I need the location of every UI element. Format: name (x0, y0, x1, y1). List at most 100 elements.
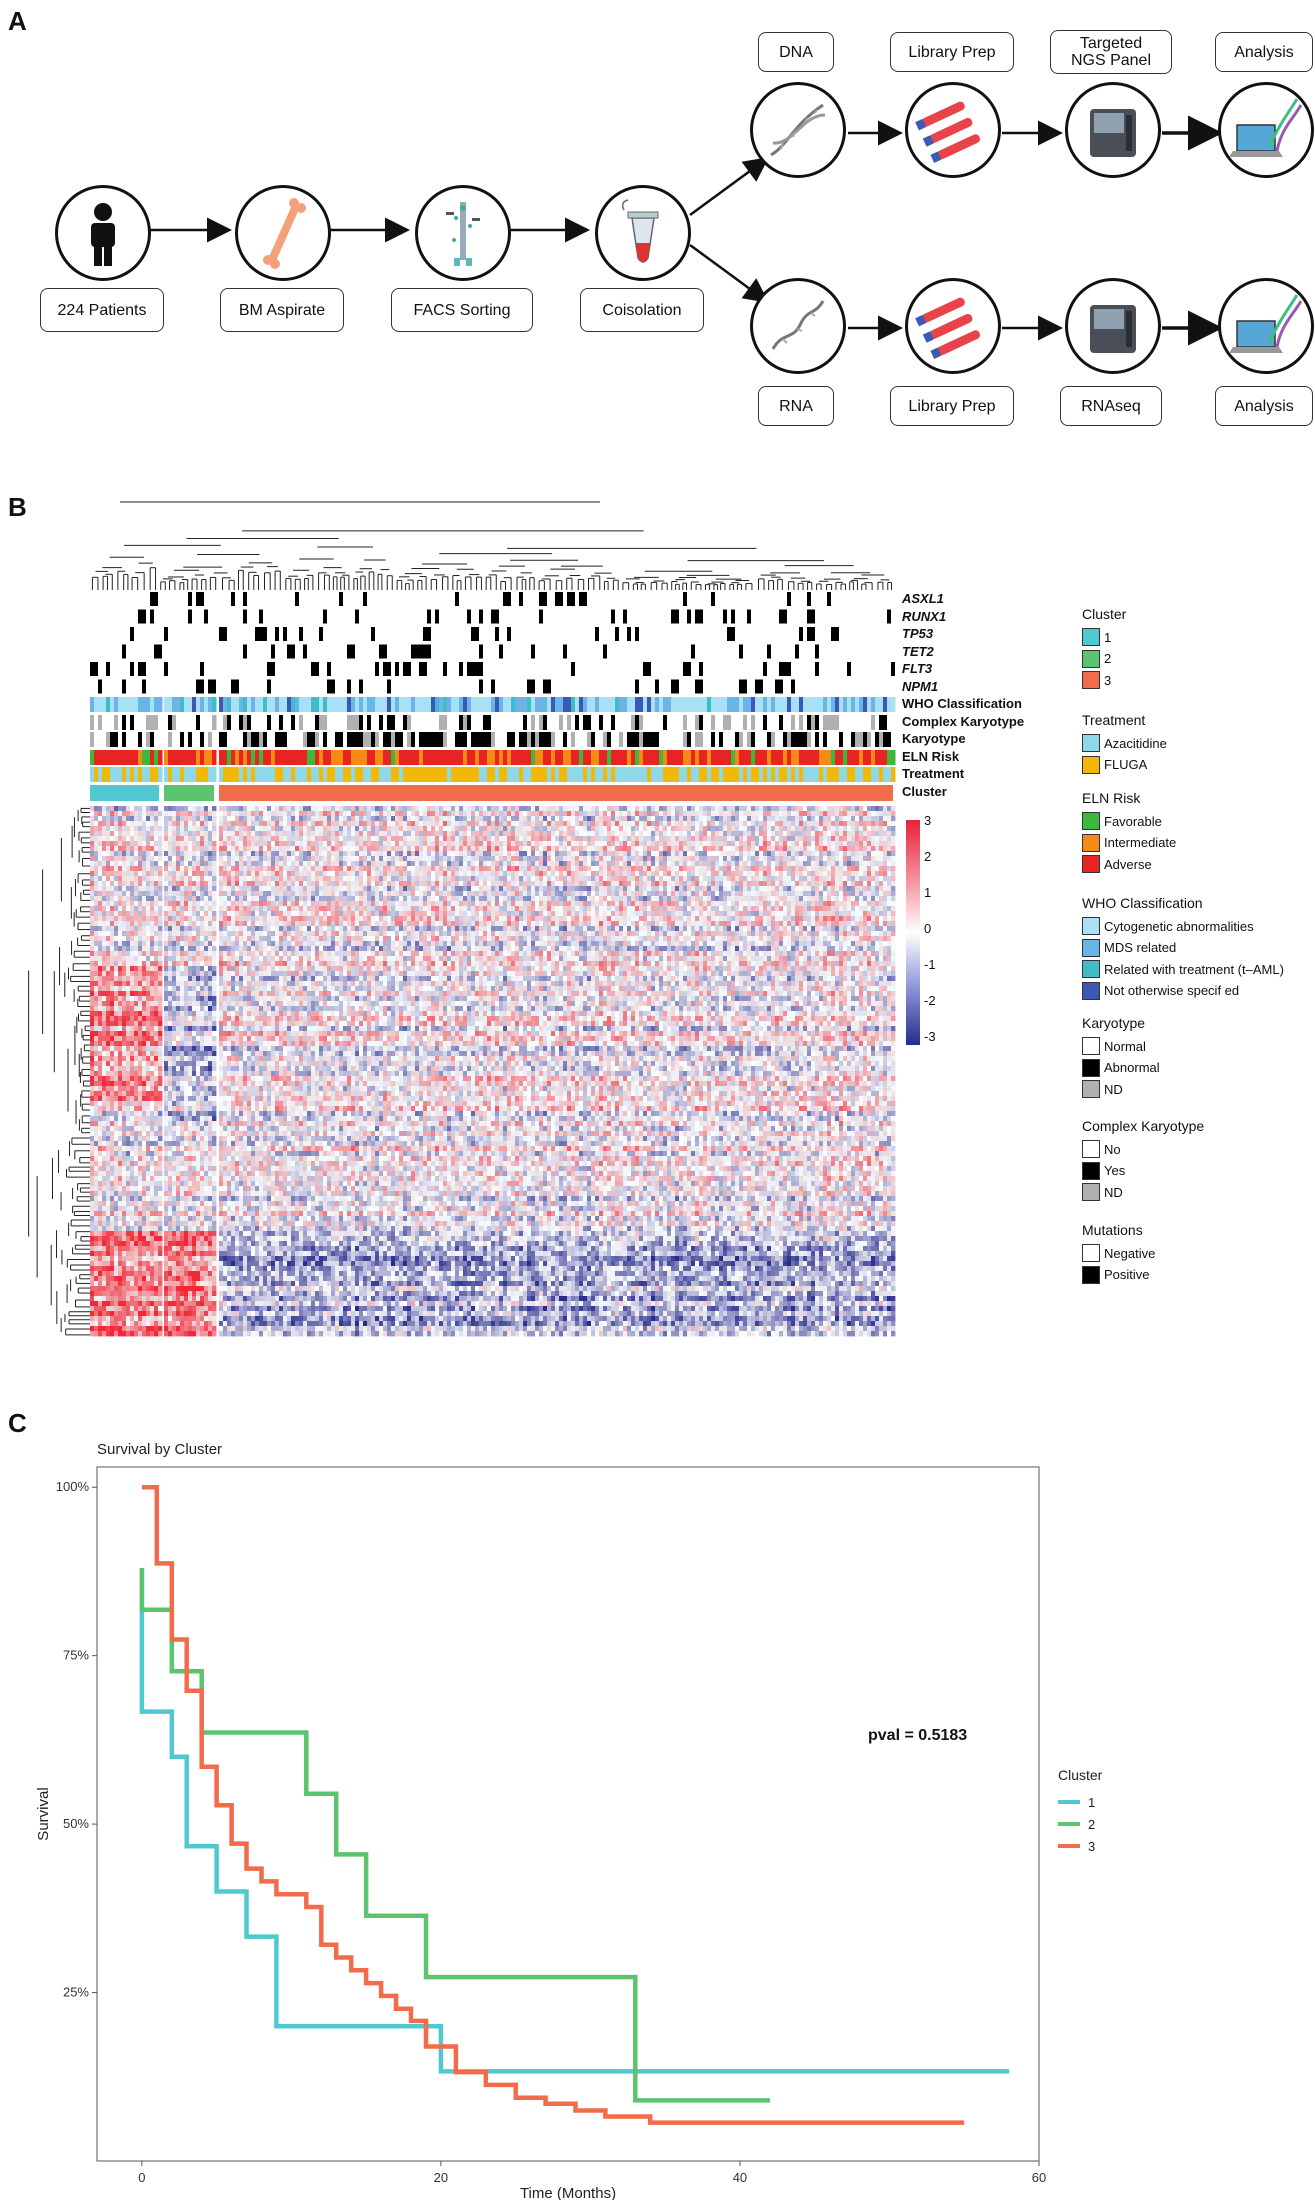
legend-treatment-title: Treatment (1082, 712, 1145, 728)
mutation-tracks (90, 592, 895, 694)
legend-label-cluster-1: 1 (1088, 1795, 1095, 1810)
legend-label: Normal (1104, 1039, 1146, 1054)
legend-swatch (1082, 628, 1100, 646)
sequencer-icon (1068, 85, 1158, 175)
gene-label-tet2: TET2 (902, 644, 934, 659)
bone-icon (238, 188, 328, 278)
legend-label: Related with treatment (t–AML) (1104, 962, 1284, 977)
legend-label: 2 (1104, 651, 1111, 666)
legend-cluster-title: Cluster (1082, 606, 1126, 622)
x-tick-label: 40 (733, 2170, 747, 2185)
legend-mutations-title: Mutations (1082, 1222, 1143, 1238)
sequencer-icon (1068, 281, 1158, 371)
survival-curve-cluster-1 (142, 1568, 1009, 2071)
survival-curve-cluster-2 (142, 1568, 770, 2100)
legend-label: 1 (1104, 630, 1111, 645)
legend-eln-item: Favorable (1082, 812, 1162, 830)
survival-legend: 1 2 3 (1058, 1795, 1095, 1854)
label-dna: DNA (758, 32, 834, 72)
legend-eln-item: Adverse (1082, 855, 1152, 873)
scale-tick-4: -1 (924, 957, 936, 972)
legend-swatch (1082, 982, 1100, 1000)
legend-complex-item: Yes (1082, 1162, 1125, 1180)
label-facs-sorting: FACS Sorting (391, 288, 533, 332)
survival-chart: Survival by Cluster 0 20 40 6025%50%75%100%… (0, 1400, 1315, 2200)
x-axis-label: Time (Months) (520, 2185, 616, 2200)
heatmap-figure (0, 490, 1060, 1350)
legend-label: Azacitidine (1104, 736, 1167, 751)
legend-label: Intermediate (1104, 835, 1176, 850)
legend-who-item: Cytogenetic abnormalities (1082, 917, 1254, 935)
legend-cluster-item: 2 (1082, 650, 1111, 668)
x-tick-label: 20 (434, 2170, 448, 2185)
legend-label: Negative (1104, 1246, 1155, 1261)
eppendorf-tube-icon (598, 188, 688, 278)
legend-karyotype-item: ND (1082, 1080, 1123, 1098)
legend-who-item: MDS related (1082, 939, 1176, 957)
library-bottom-circle (905, 278, 1001, 374)
legend-swatch (1082, 1162, 1100, 1180)
legend-label: No (1104, 1142, 1121, 1157)
y-axis-label: Survival (35, 1787, 52, 1840)
legend-who-item: Not otherwise specif ed (1082, 982, 1239, 1000)
analysis-bottom-circle (1218, 278, 1314, 374)
legend-cluster-item: 1 (1082, 628, 1111, 646)
dna-circle (750, 82, 846, 178)
legend-label: 3 (1104, 673, 1111, 688)
legend-label: Favorable (1104, 814, 1162, 829)
bone-circle (235, 185, 331, 281)
legend-mutations-item: Negative (1082, 1244, 1155, 1262)
legend-cluster-item: 3 (1082, 671, 1111, 689)
label-coisolation: Coisolation (580, 288, 704, 332)
plot-frame (97, 1467, 1039, 2161)
legend-swatch (1082, 1266, 1100, 1284)
legend-swatch (1082, 1183, 1100, 1201)
analysis-top-circle (1218, 82, 1314, 178)
legend-label: Abnormal (1104, 1060, 1160, 1075)
annotation-label-1: Complex Karyotype (902, 714, 1024, 729)
x-tick-label: 0 (138, 2170, 145, 2185)
legend-swatch (1082, 960, 1100, 978)
laptop-dna-icon (1221, 85, 1311, 175)
legend-swatch (1082, 812, 1100, 830)
person-icon (58, 188, 148, 278)
legend-mutations-item: Positive (1082, 1266, 1150, 1284)
dna-helix-icon (753, 85, 843, 175)
legend-swatch (1082, 1080, 1100, 1098)
gene-label-asxl1: ASXL1 (902, 591, 944, 606)
legend-label-cluster-3: 3 (1088, 1839, 1095, 1854)
gene-label-flt3: FLT3 (902, 661, 932, 676)
legend-swatch (1082, 1244, 1100, 1262)
library-top-circle (905, 82, 1001, 178)
label-library-prep-top: Library Prep (890, 32, 1014, 72)
tube-circle (595, 185, 691, 281)
annotation-label-3: ELN Risk (902, 749, 959, 764)
facs-sorter-icon (418, 188, 508, 278)
survival-curves (142, 1487, 1009, 2122)
legend-swatch (1082, 939, 1100, 957)
annotation-label-4: Treatment (902, 766, 964, 781)
pval-annotation: pval = 0.5183 (868, 1727, 967, 1744)
y-tick-label: 100% (56, 1479, 90, 1494)
legend-complex-item: ND (1082, 1183, 1123, 1201)
legend-swatch (1082, 855, 1100, 873)
scale-tick-3: 0 (924, 921, 931, 936)
expression-heatmap (90, 806, 895, 1336)
annotation-label-5: Cluster (902, 784, 947, 799)
scale-tick-5: -2 (924, 993, 936, 1008)
legend-eln-title: ELN Risk (1082, 790, 1140, 806)
scale-tick-1: 2 (924, 849, 931, 864)
legend-treatment-item: FLUGA (1082, 756, 1147, 774)
label-analysis-top: Analysis (1215, 32, 1313, 72)
survival-curve-cluster-3 (142, 1487, 964, 2122)
legend-label: Cytogenetic abnormalities (1104, 919, 1254, 934)
chart-title: Survival by Cluster (97, 1441, 222, 1458)
legend-label-cluster-2: 2 (1088, 1817, 1095, 1832)
legend-label: ND (1104, 1185, 1123, 1200)
annotation-tracks (90, 697, 896, 801)
row-dendrogram (29, 808, 90, 1334)
legend-swatch (1082, 671, 1100, 689)
test-tubes-icon (908, 281, 998, 371)
label-analysis-bottom: Analysis (1215, 386, 1313, 426)
y-tick-label: 50% (63, 1816, 89, 1831)
